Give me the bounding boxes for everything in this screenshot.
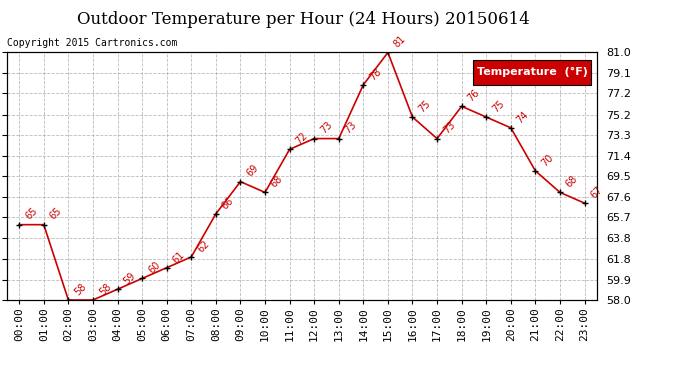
Text: 58: 58 — [72, 281, 88, 297]
Text: 68: 68 — [269, 174, 285, 190]
Text: 61: 61 — [171, 249, 186, 265]
Text: Copyright 2015 Cartronics.com: Copyright 2015 Cartronics.com — [7, 38, 177, 48]
Text: 76: 76 — [466, 88, 482, 104]
Text: 58: 58 — [97, 281, 113, 297]
Text: 65: 65 — [48, 206, 63, 222]
Text: 59: 59 — [121, 271, 137, 286]
Text: 75: 75 — [491, 98, 506, 114]
Text: 73: 73 — [441, 120, 457, 136]
Text: 78: 78 — [368, 66, 384, 82]
Text: 72: 72 — [294, 130, 310, 147]
Text: 74: 74 — [515, 109, 531, 125]
Text: 73: 73 — [343, 120, 359, 136]
Text: 65: 65 — [23, 206, 39, 222]
Text: 62: 62 — [195, 238, 211, 254]
Text: 75: 75 — [417, 98, 433, 114]
Text: 68: 68 — [564, 174, 580, 190]
Text: 60: 60 — [146, 260, 162, 276]
Text: 69: 69 — [244, 163, 260, 179]
Text: 81: 81 — [392, 34, 408, 50]
Text: 67: 67 — [589, 184, 604, 200]
Text: Outdoor Temperature per Hour (24 Hours) 20150614: Outdoor Temperature per Hour (24 Hours) … — [77, 11, 530, 28]
Text: Temperature  (°F): Temperature (°F) — [477, 67, 587, 77]
Text: 70: 70 — [540, 152, 555, 168]
FancyBboxPatch shape — [473, 60, 591, 85]
Text: 66: 66 — [220, 195, 236, 211]
Text: 73: 73 — [318, 120, 334, 136]
